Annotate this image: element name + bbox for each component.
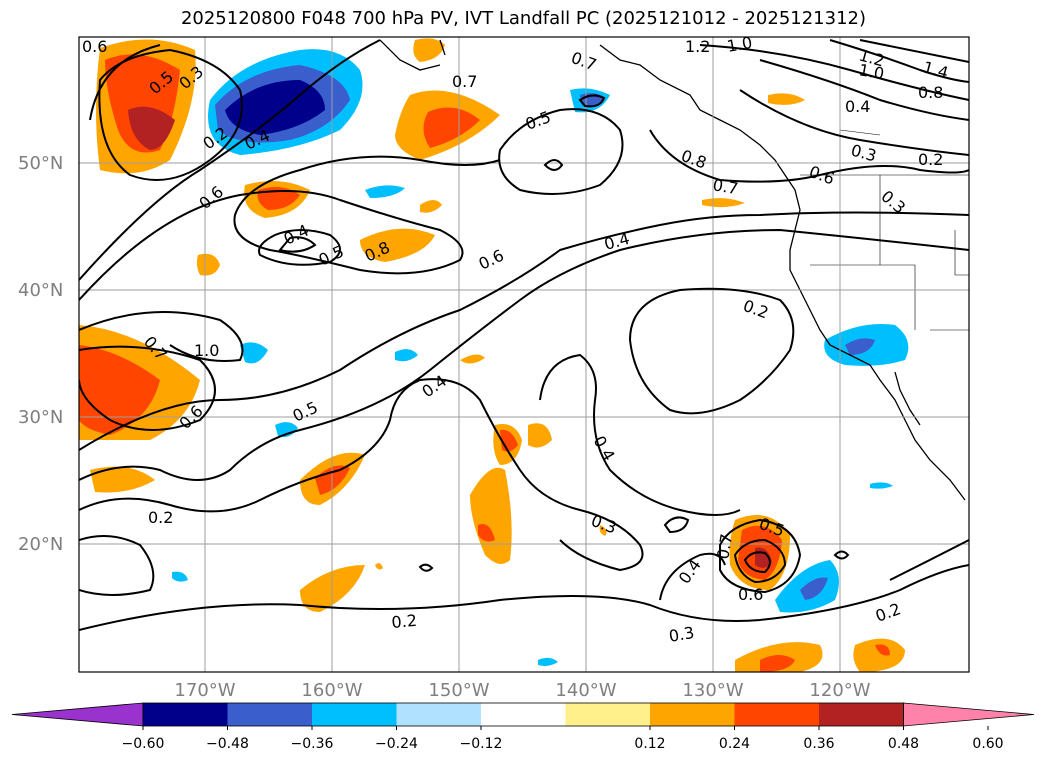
- colorbar-tick-label: −0.36: [291, 736, 334, 752]
- colorbar-segment: [481, 703, 566, 726]
- colorbar-segment: [734, 703, 819, 726]
- gridlines: [79, 37, 969, 672]
- colorbar-tick-label: −0.24: [375, 736, 418, 752]
- political-borders: [800, 129, 969, 331]
- contour-label: 0.3: [667, 623, 695, 646]
- colorbar-tick-label: 0.60: [972, 736, 1003, 752]
- lon-label: 160°W: [301, 680, 362, 701]
- colorbar-tick-label: 0.24: [719, 736, 750, 752]
- contour-label: 1.0: [857, 60, 885, 83]
- contour-label: 0.4: [845, 97, 870, 116]
- colorbar-tick-label: 0.48: [888, 736, 919, 752]
- map-title: 2025120800 F048 700 hPa PV, IVT Landfall…: [180, 8, 867, 29]
- longitude-labels: 170°W 160°W 150°W 140°W 130°W 120°W: [174, 680, 870, 701]
- colorbar-segment: [143, 703, 228, 726]
- colorbar-tick-label: 0.12: [634, 736, 665, 752]
- pv-contours: [79, 39, 969, 631]
- lon-label: 120°W: [809, 680, 870, 701]
- colorbar-tick-label: 0.36: [803, 736, 834, 752]
- colorbar-tick-label: −0.12: [460, 736, 503, 752]
- lat-label: 50°N: [18, 153, 63, 174]
- map-frame: [78, 36, 970, 673]
- lat-label: 20°N: [18, 534, 63, 555]
- colorbar-segment: [312, 703, 397, 726]
- contour-label: 1.0: [725, 33, 753, 56]
- colorbar-segment: [227, 703, 312, 726]
- contour-label: 0.2: [148, 508, 173, 527]
- contour-label: 0.2: [918, 150, 943, 169]
- colorbar-tick-label: −0.48: [206, 736, 249, 752]
- colorbar-segment: [565, 703, 650, 726]
- latitude-labels: 50°N 40°N 30°N 20°N: [18, 153, 63, 555]
- colorbar-extend-low: [11, 702, 144, 727]
- lat-label: 40°N: [18, 280, 63, 301]
- colorbar-outline: [142, 702, 904, 727]
- colorbar-segment: [396, 703, 481, 726]
- lon-label: 170°W: [174, 680, 235, 701]
- contour-label: 0.6: [738, 585, 763, 604]
- lon-label: 130°W: [682, 680, 743, 701]
- colorbar-extend-high: [903, 702, 1035, 727]
- contour-label: 1.0: [194, 341, 219, 360]
- contour-label: 0.7: [711, 175, 739, 198]
- contour-label: 0.6: [82, 37, 107, 56]
- contour-label: 0.7: [713, 532, 736, 560]
- colorbar-segment: [650, 703, 735, 726]
- contour-label: 1.2: [685, 37, 710, 56]
- contour-label: 0.7: [452, 72, 477, 91]
- colorbar-tick-label: −0.60: [122, 736, 165, 752]
- lon-label: 140°W: [555, 680, 616, 701]
- contour-label: 0.2: [391, 611, 418, 632]
- colorbar-segment: [819, 703, 904, 726]
- lon-label: 150°W: [428, 680, 489, 701]
- lat-label: 30°N: [18, 407, 63, 428]
- contour-label: 0.8: [918, 83, 943, 102]
- colorbar: −0.60 −0.48 −0.36 −0.24 −0.12 0.12 0.24 0.36 0.4…: [11, 702, 1035, 752]
